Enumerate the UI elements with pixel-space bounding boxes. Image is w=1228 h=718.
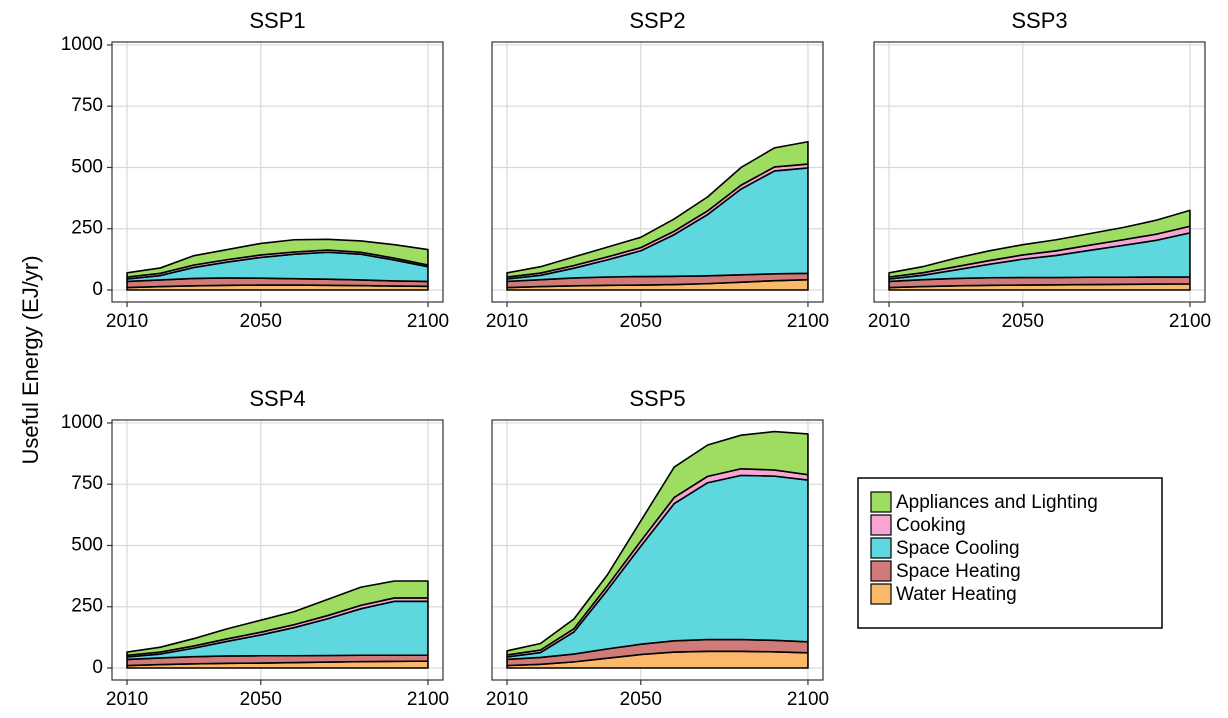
y-tick-label: 0 [92, 657, 103, 678]
panel-border [111, 419, 444, 681]
panel-border [491, 419, 824, 681]
legend-label: Water Heating [896, 584, 1017, 605]
x-tick-label: 2050 [240, 311, 282, 332]
panel: SSP1 2010 2050 2100 0 250 500 750 1000 [61, 8, 449, 332]
legend-label: Space Heating [896, 561, 1021, 582]
x-tick-label: 2100 [407, 689, 449, 710]
y-tick-label: 1000 [61, 412, 103, 433]
area-layer [888, 209, 1191, 278]
legend-box [857, 477, 1163, 629]
x-tick-label: 2010 [106, 311, 148, 332]
panel-title: SSP1 [249, 8, 305, 33]
panel: SSP2 2010 2050 2100 [486, 8, 829, 332]
x-tick-label: 2100 [787, 311, 829, 332]
panel-title: SSP5 [629, 386, 685, 411]
y-tick-label: 750 [71, 473, 103, 494]
x-tick-label: 2010 [868, 311, 910, 332]
legend-swatch [870, 491, 892, 513]
x-tick-label: 2010 [486, 689, 528, 710]
y-tick-label: 250 [71, 596, 103, 617]
y-axis-label: Useful Energy (EJ/yr) [18, 255, 43, 464]
y-tick-label: 0 [92, 279, 103, 300]
y-tick-label: 500 [71, 156, 103, 177]
x-tick-label: 2010 [106, 689, 148, 710]
panel-border [873, 41, 1206, 303]
legend-swatch [870, 514, 892, 536]
panel-border [491, 41, 824, 303]
x-tick-label: 2050 [240, 689, 282, 710]
legend-label: Cooking [896, 515, 966, 536]
y-tick-label: 250 [71, 218, 103, 239]
panel-title: SSP3 [1011, 8, 1067, 33]
area-layer [506, 140, 809, 278]
panel: SSP5 2010 2050 2100 [486, 386, 829, 710]
legend-swatch [870, 560, 892, 582]
x-tick-label: 2050 [620, 311, 662, 332]
area-layer [126, 580, 429, 657]
panel-border [111, 41, 444, 303]
y-tick-label: 750 [71, 95, 103, 116]
area-layer [126, 238, 429, 278]
x-tick-label: 2050 [1002, 311, 1044, 332]
y-tick-label: 1000 [61, 34, 103, 55]
panel-title: SSP4 [249, 386, 305, 411]
panel: SSP4 2010 2050 2100 0 250 500 750 1000 [61, 386, 449, 710]
x-tick-label: 2100 [407, 311, 449, 332]
panel-title: SSP2 [629, 8, 685, 33]
panel: SSP3 2010 2050 2100 [868, 8, 1211, 332]
x-tick-label: 2100 [787, 689, 829, 710]
legend-label: Space Cooling [896, 538, 1020, 559]
legend-swatch [870, 583, 892, 605]
legend-label: Appliances and Lighting [896, 492, 1098, 513]
legend-swatch [870, 537, 892, 559]
x-tick-label: 2010 [486, 311, 528, 332]
y-tick-label: 500 [71, 534, 103, 555]
x-tick-label: 2100 [1169, 311, 1211, 332]
x-tick-label: 2050 [620, 689, 662, 710]
area-layer [506, 430, 809, 656]
